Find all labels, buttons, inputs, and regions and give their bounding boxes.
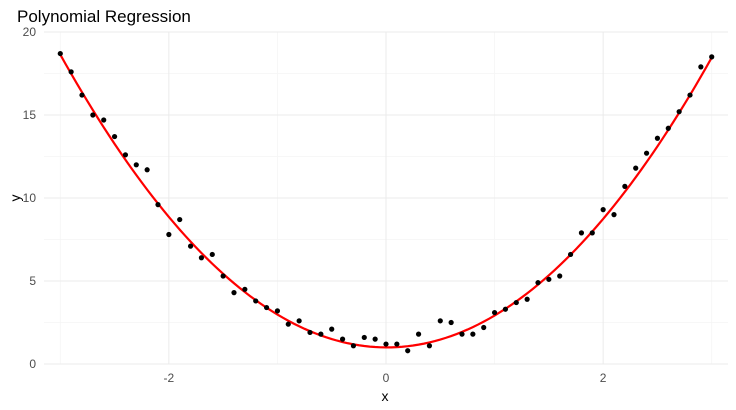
data-point <box>394 341 400 347</box>
data-point <box>253 298 259 304</box>
major-gridlines <box>44 31 728 365</box>
data-point <box>448 319 454 326</box>
data-point <box>339 336 346 342</box>
data-point <box>274 308 281 314</box>
data-point <box>285 321 291 327</box>
data-point <box>111 133 118 140</box>
data-point <box>383 341 389 347</box>
data-point <box>437 318 443 324</box>
data-point <box>524 296 530 302</box>
data-point <box>101 117 107 123</box>
y-tick-label: 5 <box>29 274 36 288</box>
data-point <box>350 343 357 349</box>
data-point <box>589 230 595 236</box>
data-point <box>415 331 422 337</box>
data-point <box>296 318 302 324</box>
data-point <box>578 230 585 236</box>
y-tick-labels: 0 5 10 15 20 <box>23 25 37 371</box>
data-point <box>144 167 150 173</box>
data-point <box>502 306 509 312</box>
fit-curve <box>59 54 713 349</box>
data-point <box>361 334 367 341</box>
data-point <box>709 54 715 60</box>
y-tick-label: 15 <box>23 108 37 122</box>
data-point <box>535 280 541 286</box>
data-point <box>676 109 682 115</box>
x-axis-label: x <box>382 388 389 404</box>
data-point <box>68 69 74 75</box>
x-tick-label: 2 <box>600 371 607 385</box>
data-point <box>372 336 378 342</box>
data-point <box>220 273 226 279</box>
data-point <box>622 183 628 189</box>
data-point <box>557 273 563 279</box>
data-point <box>198 255 205 261</box>
data-point <box>122 152 129 158</box>
data-point <box>242 286 248 292</box>
data-point <box>687 92 693 98</box>
data-point <box>426 343 433 349</box>
fit-curve-layer <box>59 54 713 349</box>
data-point <box>57 50 63 57</box>
data-point <box>405 348 411 354</box>
data-point <box>611 212 617 218</box>
data-point <box>307 329 313 336</box>
data-point <box>698 64 704 70</box>
x-tick-label: -2 <box>164 371 175 385</box>
data-point <box>187 243 194 249</box>
data-point <box>263 304 270 311</box>
data-point <box>633 165 639 171</box>
data-point <box>231 290 237 296</box>
data-point <box>513 299 519 306</box>
data-point <box>209 251 215 258</box>
data-point <box>643 150 650 156</box>
data-point <box>470 331 476 337</box>
data-point <box>600 207 606 213</box>
data-point <box>481 324 487 331</box>
data-point <box>90 112 96 118</box>
data-point <box>665 125 671 131</box>
data-point <box>155 202 161 208</box>
data-point <box>79 92 85 98</box>
data-point <box>654 135 661 141</box>
data-point <box>546 276 552 282</box>
data-points <box>57 50 715 354</box>
data-point <box>133 162 139 168</box>
data-point <box>491 309 498 316</box>
data-point <box>177 216 183 223</box>
x-tick-label: 0 <box>383 371 390 385</box>
y-tick-label: 20 <box>23 25 37 39</box>
data-point <box>459 331 465 337</box>
chart-title: Polynomial Regression <box>17 7 191 26</box>
y-tick-label: 0 <box>29 357 36 371</box>
data-point <box>329 326 335 332</box>
data-point <box>166 231 172 238</box>
data-point <box>318 331 324 337</box>
y-axis-label: y <box>7 195 23 202</box>
data-point <box>567 251 574 258</box>
x-tick-labels: -2 0 2 <box>164 371 607 385</box>
y-tick-label: 10 <box>23 191 37 205</box>
